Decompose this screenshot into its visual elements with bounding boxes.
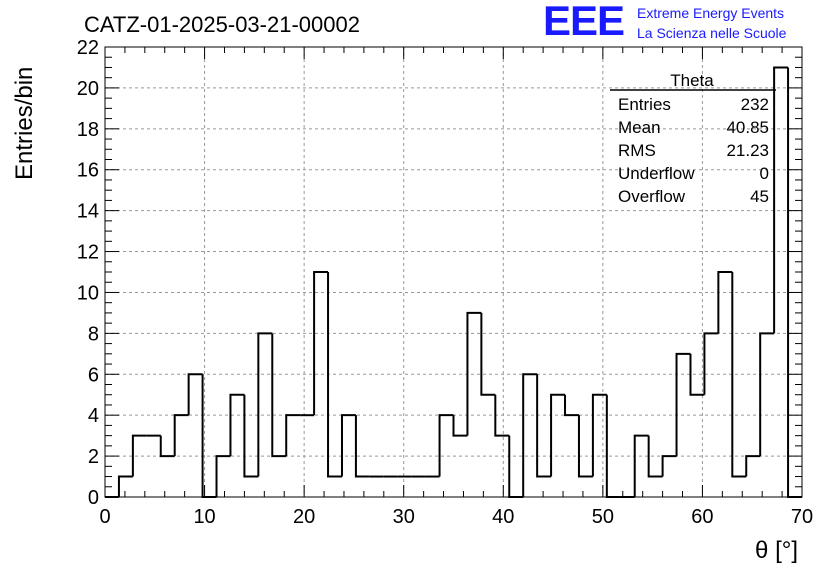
stats-name: Theta bbox=[670, 71, 714, 90]
histogram-bin bbox=[773, 66, 789, 334]
histogram-bin bbox=[605, 394, 621, 498]
histogram-bin bbox=[340, 414, 356, 477]
histogram-bin bbox=[494, 394, 510, 437]
stats-value: 232 bbox=[741, 95, 769, 114]
stats-label: Overflow bbox=[618, 187, 686, 206]
histogram-bin bbox=[591, 393, 607, 477]
stats-value: 0 bbox=[760, 164, 769, 183]
histogram-bin bbox=[229, 393, 245, 457]
eee-org-text: Extreme Energy Events La Scienza nelle S… bbox=[637, 3, 786, 43]
histogram-bin bbox=[787, 67, 802, 498]
histogram-bin bbox=[159, 435, 175, 458]
histogram-bin bbox=[327, 272, 342, 478]
x-tick-label: 10 bbox=[193, 506, 215, 528]
x-tick-label: 20 bbox=[293, 506, 315, 528]
histogram-bin bbox=[117, 475, 133, 497]
x-tick-label: 0 bbox=[99, 506, 110, 528]
histogram-bin bbox=[438, 414, 454, 477]
axis-ticks bbox=[104, 46, 803, 498]
histogram-bin bbox=[522, 373, 538, 497]
histogram-bin bbox=[466, 311, 482, 436]
histogram-bin bbox=[201, 374, 217, 498]
stats-value: 21.23 bbox=[726, 141, 769, 160]
histogram-bin bbox=[536, 374, 552, 478]
x-tick-label: 40 bbox=[492, 506, 514, 528]
histogram-bars bbox=[105, 66, 802, 498]
stats-label: RMS bbox=[618, 141, 656, 160]
y-tick-label: 12 bbox=[77, 242, 99, 264]
y-tick-label: 22 bbox=[77, 37, 99, 59]
y-tick-label: 10 bbox=[77, 282, 99, 304]
histogram-bin bbox=[173, 414, 189, 457]
y-tick-label: 4 bbox=[88, 405, 99, 427]
histogram-bin bbox=[313, 271, 329, 416]
y-tick-label: 8 bbox=[88, 323, 99, 345]
x-axis-title: θ [°] bbox=[755, 537, 798, 564]
y-tick-label: 6 bbox=[88, 364, 99, 386]
histogram-bin bbox=[131, 434, 147, 477]
histogram-bin bbox=[564, 394, 579, 417]
histogram-bin bbox=[745, 455, 761, 477]
histogram-bin bbox=[354, 415, 370, 478]
stats-label: Underflow bbox=[618, 164, 695, 183]
y-axis-title: Entries/bin bbox=[11, 67, 38, 180]
x-tick-label: 50 bbox=[592, 506, 614, 528]
histogram-bin bbox=[661, 455, 677, 477]
stats-label: Entries bbox=[618, 95, 671, 114]
stats-value: 45 bbox=[750, 187, 769, 206]
histogram-bin bbox=[508, 435, 524, 498]
histogram-bin bbox=[717, 271, 733, 334]
histogram-bin bbox=[759, 332, 775, 457]
x-tick-label: 70 bbox=[791, 506, 813, 528]
x-tick-label: 30 bbox=[393, 506, 415, 528]
eee-org-line2: La Scienza nelle Scuole bbox=[637, 25, 787, 41]
histogram-bin bbox=[452, 415, 468, 437]
y-tick-label: 16 bbox=[77, 160, 99, 182]
histogram-bin bbox=[187, 373, 203, 416]
stats-value: 40.85 bbox=[726, 118, 769, 137]
histogram-bin bbox=[731, 272, 747, 478]
histogram-bin bbox=[675, 352, 691, 457]
histogram-bin bbox=[285, 414, 301, 457]
histogram-bin bbox=[550, 393, 566, 477]
stats-label: Mean bbox=[618, 118, 661, 137]
histogram-bin bbox=[703, 332, 719, 395]
histogram-bin bbox=[215, 455, 231, 497]
stats-rows: Entries 232 Mean 40.85 RMS 21.23 Underflow 0 Ove… bbox=[618, 95, 769, 206]
histogram-bin bbox=[257, 332, 273, 477]
y-tick-label: 14 bbox=[77, 201, 99, 223]
histogram-bin bbox=[689, 353, 705, 396]
histogram-bin bbox=[243, 394, 259, 478]
y-tick-label: 2 bbox=[88, 446, 99, 468]
eee-org-line1: Extreme Energy Events bbox=[637, 5, 785, 21]
histogram-bin bbox=[647, 435, 663, 478]
x-tick-label: 60 bbox=[691, 506, 713, 528]
eee-logo: EEE bbox=[543, 0, 625, 44]
y-tick-label: 20 bbox=[77, 78, 99, 100]
stats-box: Theta Entries 232 Mean 40.85 RMS 21.23 Underfl… bbox=[610, 71, 776, 206]
tick-labels: 0 10 20 30 40 50 60 70 0 2 4 6 8 10 12 14 16 18 20 22 bbox=[77, 37, 813, 528]
histogram-bin bbox=[271, 333, 287, 458]
y-tick-label: 0 bbox=[88, 487, 99, 509]
histogram-bin bbox=[577, 415, 593, 478]
histogram-bin bbox=[633, 434, 649, 497]
y-tick-label: 18 bbox=[77, 119, 99, 141]
plot-title: CATZ-01-2025-03-21-00002 bbox=[84, 12, 360, 37]
histogram-bin bbox=[480, 312, 496, 396]
